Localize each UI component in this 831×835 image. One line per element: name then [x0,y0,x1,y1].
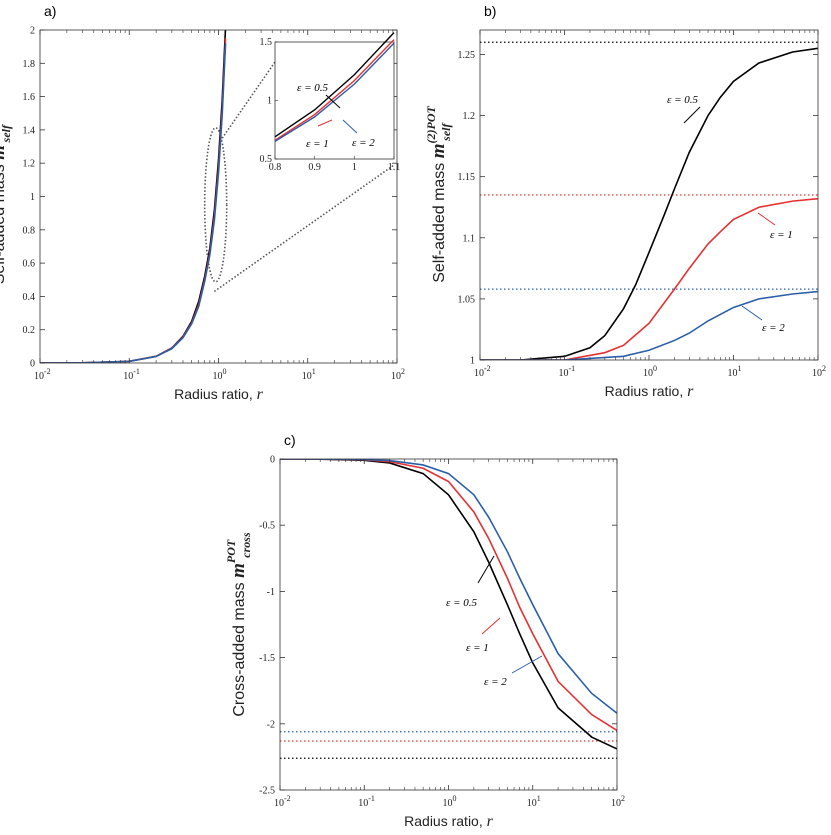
inset-x-tick-label: 1.1 [388,162,401,173]
y-axis-label: Self-added mass m(1)POTself [0,107,13,284]
label-eps-2: ε = 2 [484,676,507,688]
x-axis-label: Radius ratio, r [174,386,263,403]
panel-c: 10-2 10-1 100 101 102 0 -0.5 -1 -1.5 -2 -2.5 c) Radi… [224,432,625,830]
y-tick-label: 1.25 [458,50,476,61]
y-tick-label: 0.2 [23,325,36,336]
y-tick-label: -0.5 [259,521,275,532]
x-axis-label: Radius ratio, r [605,383,694,400]
y-tick-label: 0.6 [23,259,36,270]
y-tick-label: 0 [30,359,35,370]
series-line-2 [40,43,227,363]
leader-eps-0.5 [683,106,701,124]
x-tick-label: 100 [213,367,227,382]
inset-y-tick-label: 1.5 [260,37,273,48]
x-tick-label: 101 [728,364,742,379]
label-eps-0.5: ε = 0.5 [667,94,699,106]
leader-eps-1 [481,617,501,635]
panel-a: 10-2 10-1 100 101 102 0 0.2 0.4 0.6 0.8 1 1.2 1.4 1.6… [0,3,405,403]
y-tick-label: 1.05 [458,294,476,305]
label-eps-1: ε = 1 [770,229,793,241]
zoom-connector-bottom [213,164,395,293]
inset-label-eps-0.5: ε = 0.5 [297,82,329,94]
y-tick-label: 0.8 [23,225,36,236]
x-tick-label: 10-1 [123,367,140,382]
x-tick-label: 10-1 [358,794,375,809]
y-tick-label: 1 [30,192,35,203]
inset-series-line-0 [274,32,395,138]
y-axis-label: Cross-added mass mPOTcross [224,532,253,717]
y-tick-label: -1 [267,587,275,598]
inset-x-tick-label: 0.8 [269,162,282,173]
inset-series-line-2 [274,42,395,143]
inset-label-eps-1: ε = 1 [306,138,329,150]
plot-frame [279,458,618,791]
inset-plot: 0.8 0.9 1 1.1 0.5 1 1.5 ε = 0.5 ε = 1 ε = 2 [260,32,401,173]
series-line-0 [480,47,818,360]
inset-leader-eps-1 [317,119,333,127]
x-tick-label: 100 [443,794,457,809]
inset-series-line-1 [274,39,395,141]
leader-eps-0.5 [477,555,495,584]
y-tick-label: 0 [270,455,275,466]
inset-x-tick-label: 0.9 [308,162,321,173]
panel-label: b) [484,3,496,19]
x-tick-label: 102 [611,794,625,809]
leader-eps-1 [757,212,776,226]
leader-eps-2 [741,305,763,321]
inset-y-tick-label: 0.5 [260,154,273,165]
inset-label-eps-2: ε = 2 [352,137,375,149]
y-tick-label: 1.8 [23,59,36,70]
x-tick-label: 10-2 [274,794,291,809]
series-line-2 [280,459,617,714]
zoom-ellipse [203,127,228,283]
label-eps-1: ε = 1 [466,642,489,654]
series-line-2 [480,290,818,360]
y-tick-label: 1.4 [23,125,36,136]
x-tick-label: 10-1 [559,364,576,379]
y-tick-label: 1.15 [458,172,476,183]
x-tick-label: 10-2 [34,367,51,382]
series-line-1 [480,197,818,360]
y-tick-label: 1.1 [463,233,476,244]
y-tick-label: -2.5 [259,786,275,797]
leader-eps-2 [511,655,543,674]
panel-label: c) [284,432,296,448]
series-line-1 [40,38,227,363]
y-tick-label: 1 [470,356,475,367]
label-eps-0.5: ε = 0.5 [446,597,478,609]
label-eps-2: ε = 2 [762,322,785,334]
y-tick-label: 1.6 [23,92,36,103]
x-tick-label: 102 [391,367,405,382]
x-tick-label: 101 [527,794,541,809]
panel-label: a) [44,3,56,19]
y-tick-label: 0.4 [23,292,36,303]
panel-b: 10-2 10-1 100 101 102 1 1.05 1.1 1.15 1.2 1.25 b) Ra… [424,3,826,400]
y-tick-label: -2 [267,719,275,730]
y-axis-label: Self-added mass m(2)POTself [424,105,453,282]
x-tick-label: 102 [812,364,826,379]
y-tick-label: -1.5 [259,653,275,664]
y-tick-label: 2 [30,26,35,37]
x-axis-label: Radius ratio, r [404,813,493,830]
zoom-connector-top [221,61,276,139]
y-tick-label: 1.2 [463,111,476,122]
series-line-1 [280,459,617,732]
x-tick-label: 100 [643,364,657,379]
inset-leader-eps-0.5 [325,94,341,109]
inset-y-tick-label: 1 [267,96,272,107]
series-line-0 [40,30,227,363]
x-tick-label: 10-2 [474,364,491,379]
inset-x-tick-label: 1 [352,162,357,173]
inset-leader-eps-2 [342,119,358,134]
x-tick-label: 101 [302,367,316,382]
y-tick-label: 1.2 [23,159,36,170]
